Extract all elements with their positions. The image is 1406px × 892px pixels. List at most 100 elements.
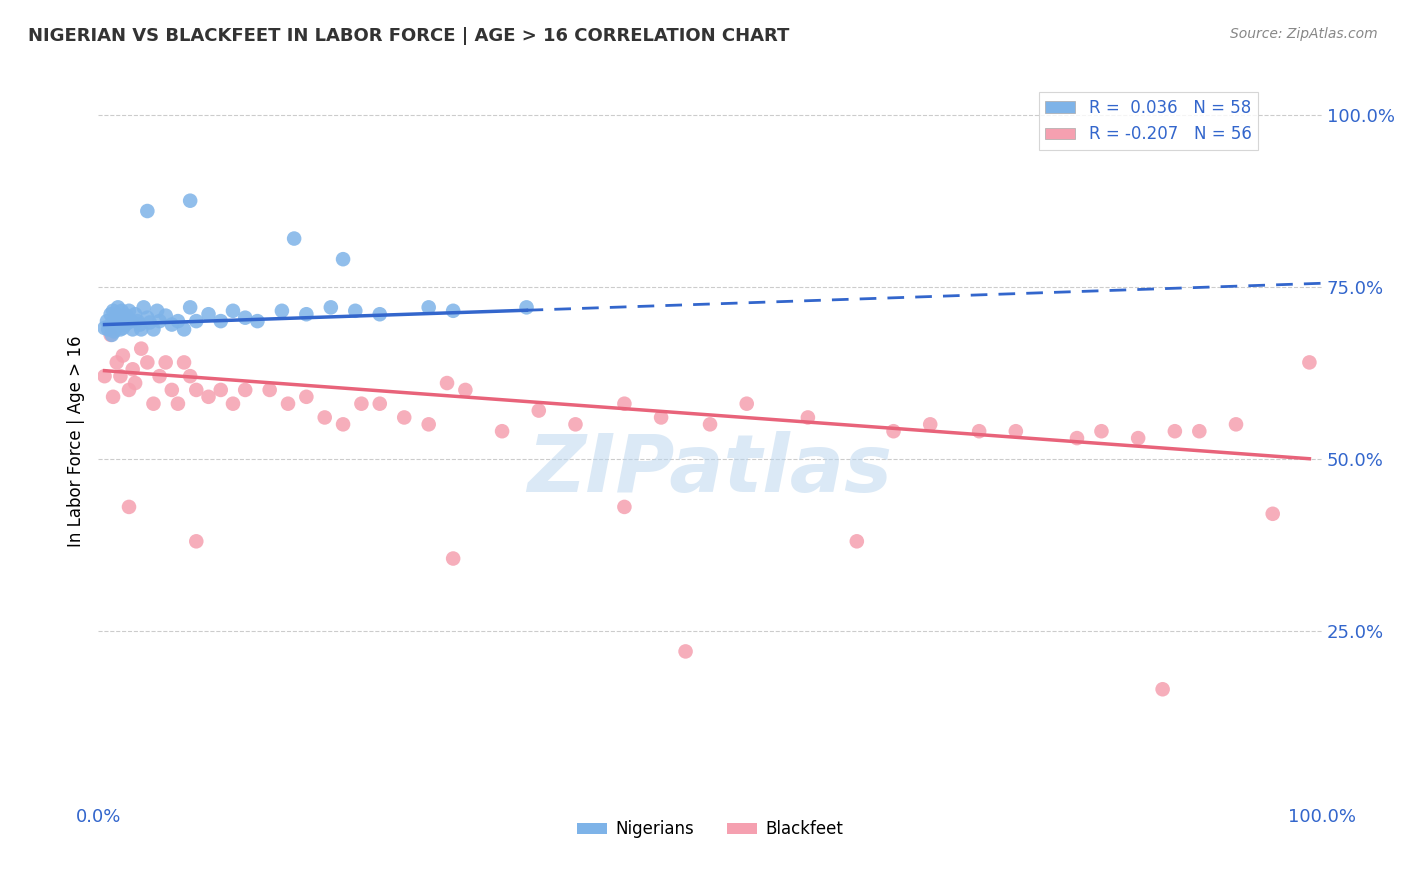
Blackfeet <box>1090 424 1112 438</box>
Nigerians <box>111 303 134 318</box>
Blackfeet <box>124 376 146 390</box>
Blackfeet <box>699 417 721 432</box>
Nigerians <box>283 231 305 245</box>
Nigerians <box>100 318 122 332</box>
Nigerians <box>124 307 146 321</box>
Nigerians <box>344 303 367 318</box>
Nigerians <box>118 303 141 318</box>
Blackfeet <box>797 410 820 425</box>
Blackfeet <box>1298 355 1320 369</box>
Nigerians <box>441 303 464 318</box>
Nigerians <box>179 301 201 315</box>
Nigerians <box>146 303 169 318</box>
Nigerians <box>167 314 190 328</box>
Blackfeet <box>129 342 152 356</box>
Blackfeet <box>149 369 172 384</box>
Nigerians <box>96 314 118 328</box>
Nigerians <box>515 301 537 315</box>
Blackfeet <box>1188 424 1211 438</box>
Blackfeet <box>650 410 672 425</box>
Nigerians <box>111 314 134 328</box>
Blackfeet <box>105 355 128 369</box>
Blackfeet <box>100 327 122 342</box>
Nigerians <box>103 325 125 339</box>
Nigerians <box>418 301 440 315</box>
Blackfeet <box>392 410 416 425</box>
Blackfeet <box>259 383 281 397</box>
Blackfeet <box>155 355 177 369</box>
Nigerians <box>246 314 269 328</box>
Nigerians <box>103 314 125 328</box>
Nigerians <box>107 301 129 315</box>
Nigerians <box>110 322 132 336</box>
Nigerians <box>319 301 342 315</box>
Blackfeet <box>1004 424 1026 438</box>
Nigerians <box>186 314 208 328</box>
Nigerians <box>112 310 135 325</box>
Text: NIGERIAN VS BLACKFEET IN LABOR FORCE | AGE > 16 CORRELATION CHART: NIGERIAN VS BLACKFEET IN LABOR FORCE | A… <box>28 27 790 45</box>
Blackfeet <box>436 376 458 390</box>
Legend: Nigerians, Blackfeet: Nigerians, Blackfeet <box>569 814 851 845</box>
Nigerians <box>142 322 165 336</box>
Blackfeet <box>613 397 636 411</box>
Blackfeet <box>1128 431 1150 445</box>
Blackfeet <box>277 397 299 411</box>
Nigerians <box>108 314 131 328</box>
Nigerians <box>160 318 183 332</box>
Text: Source: ZipAtlas.com: Source: ZipAtlas.com <box>1230 27 1378 41</box>
Blackfeet <box>179 369 201 384</box>
Nigerians <box>127 314 149 328</box>
Nigerians <box>139 316 162 330</box>
Blackfeet <box>418 417 440 432</box>
Blackfeet <box>967 424 990 438</box>
Nigerians <box>222 303 245 318</box>
Nigerians <box>173 322 195 336</box>
Nigerians <box>233 310 256 325</box>
Blackfeet <box>118 500 141 514</box>
Blackfeet <box>233 383 256 397</box>
Nigerians <box>129 322 152 336</box>
Blackfeet <box>332 417 354 432</box>
Nigerians <box>93 321 115 335</box>
Blackfeet <box>209 383 232 397</box>
Blackfeet <box>167 397 190 411</box>
Blackfeet <box>118 383 141 397</box>
Blackfeet <box>186 534 208 549</box>
Nigerians <box>121 322 143 336</box>
Blackfeet <box>491 424 513 438</box>
Nigerians <box>270 303 294 318</box>
Nigerians <box>368 307 391 321</box>
Blackfeet <box>186 383 208 397</box>
Nigerians <box>132 301 155 315</box>
Text: ZIPatlas: ZIPatlas <box>527 432 893 509</box>
Nigerians <box>197 307 219 321</box>
Nigerians <box>101 303 124 318</box>
Blackfeet <box>564 417 586 432</box>
Nigerians <box>97 322 120 336</box>
Blackfeet <box>295 390 318 404</box>
Blackfeet <box>1225 417 1247 432</box>
Blackfeet <box>93 369 115 384</box>
Nigerians <box>155 309 177 323</box>
Nigerians <box>105 307 128 321</box>
Nigerians <box>129 318 152 332</box>
Blackfeet <box>613 500 636 514</box>
Nigerians <box>101 327 124 342</box>
Blackfeet <box>173 355 195 369</box>
Blackfeet <box>454 383 477 397</box>
Nigerians <box>104 318 127 332</box>
Nigerians <box>136 204 159 219</box>
Blackfeet <box>920 417 942 432</box>
Blackfeet <box>142 397 165 411</box>
Nigerians <box>209 314 232 328</box>
Nigerians <box>149 314 172 328</box>
Blackfeet <box>111 349 134 363</box>
Blackfeet <box>136 355 159 369</box>
Blackfeet <box>197 390 219 404</box>
Blackfeet <box>110 369 132 384</box>
Blackfeet <box>527 403 550 417</box>
Blackfeet <box>314 410 336 425</box>
Blackfeet <box>1164 424 1187 438</box>
Blackfeet <box>1066 431 1088 445</box>
Blackfeet <box>368 397 391 411</box>
